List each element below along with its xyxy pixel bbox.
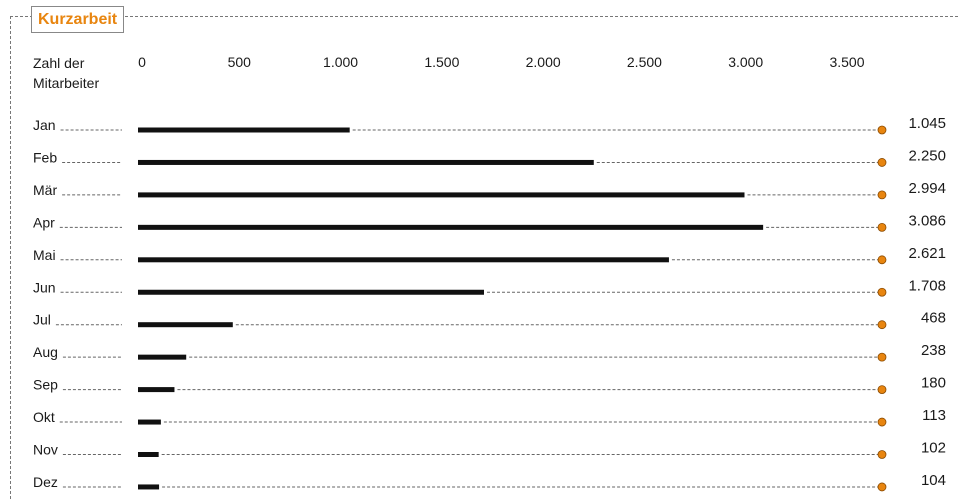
bar-row: Jul 468 [33,310,946,330]
end-dot [877,385,887,395]
bar [138,354,187,360]
bar-row: Jan 1.045 [33,115,946,135]
end-dot [877,287,887,297]
bar [138,484,160,490]
frame-left-border [10,16,11,499]
tick-label: 1.500 [424,54,459,70]
bar-row: Mär 2.994 [33,180,946,200]
end-dot [877,482,887,492]
category-label: Apr [33,214,55,230]
tick-labels: 0 500 1.000 1.500 2.000 2.500 3.000 3.500 [138,54,865,70]
category-label: Mai [33,247,56,263]
category-label: Okt [33,409,55,425]
tick-label: 2.500 [627,54,662,70]
chart-title: Kurzarbeit [31,6,125,33]
tick-label: 2.000 [526,54,561,70]
value-label: 2.994 [908,180,946,197]
value-label: 238 [921,342,946,359]
axis-title: Zahl der Mitarbeiter [33,53,143,93]
bar-row: Feb 2.250 [33,147,946,167]
bar [138,127,350,133]
end-dot [877,352,887,362]
end-dot [877,450,887,459]
frame-top-border [10,16,958,17]
chart-rows: Jan 1.045 Feb 2.250 Mär 2.994 Apr 3.086 Mai 2.621… [33,115,946,492]
bar [138,289,484,295]
bar [138,322,233,328]
bar-row: Jun 1.708 [33,277,946,297]
category-label: Dez [33,474,58,490]
end-dot [877,125,887,135]
value-label: 2.621 [908,245,946,262]
category-label: Nov [33,442,58,458]
tick-label: 500 [228,54,252,70]
bar-row: Mai 2.621 [33,245,946,265]
value-label: 1.708 [908,277,946,294]
end-dot [877,158,887,167]
value-label: 2.250 [908,147,946,164]
axis-title-text: Zahl der Mitarbeiter [33,55,100,91]
bar-row: Nov 102 [33,440,946,459]
tick-label: 3.500 [829,54,864,70]
tick-label: 0 [138,54,146,70]
category-label: Feb [33,149,57,165]
value-label: 102 [921,440,946,457]
end-dot [877,255,887,265]
bar-row: Sep 180 [33,375,946,395]
value-label: 113 [922,407,946,424]
bar-row: Apr 3.086 [33,212,946,232]
bar [138,257,669,263]
end-dot [877,320,887,330]
bar [138,419,161,425]
bar [138,452,159,457]
end-dot [877,417,887,427]
end-dot [877,190,887,200]
bar-row: Aug 238 [33,342,946,362]
category-label: Aug [33,344,58,360]
bar [138,192,745,198]
bar-row: Okt 113 [33,407,946,427]
value-label: 180 [921,375,946,392]
bar [138,159,594,165]
bar [138,224,764,230]
value-label: 468 [921,310,946,327]
bar [138,387,175,393]
end-dot [877,222,887,232]
category-label: Jul [33,312,51,328]
tick-label: 1.000 [323,54,358,70]
value-label: 3.086 [908,212,946,229]
category-label: Mär [33,182,57,198]
tick-label: 3.000 [728,54,763,70]
category-label: Jun [33,279,56,295]
bar-row: Dez 104 [33,472,946,492]
category-label: Sep [33,377,58,393]
value-label: 104 [921,472,946,489]
category-label: Jan [33,117,56,133]
value-label: 1.045 [908,115,946,132]
